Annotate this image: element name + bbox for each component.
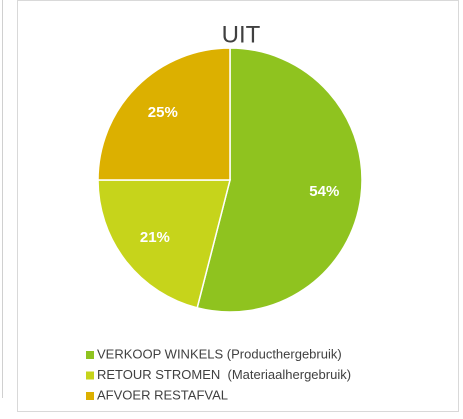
data-label: 54% [309,183,339,200]
chart-title: UIT [222,21,261,48]
legend-text: AFVOER RESTAFVAL [97,387,228,402]
legend-text: VERKOOP WINKELS (Producthergebruik) [97,346,342,361]
pie-slice [97,179,231,309]
legend-swatch [86,392,94,400]
pie-slice [97,47,231,181]
data-label: 21% [140,229,170,246]
legend-swatch [86,351,94,359]
legend-swatch [86,371,94,380]
pie-slice [196,47,363,313]
data-label: 25% [148,104,178,121]
legend-text: RETOUR STROMEN (Materiaalhergebruik) [97,367,351,382]
